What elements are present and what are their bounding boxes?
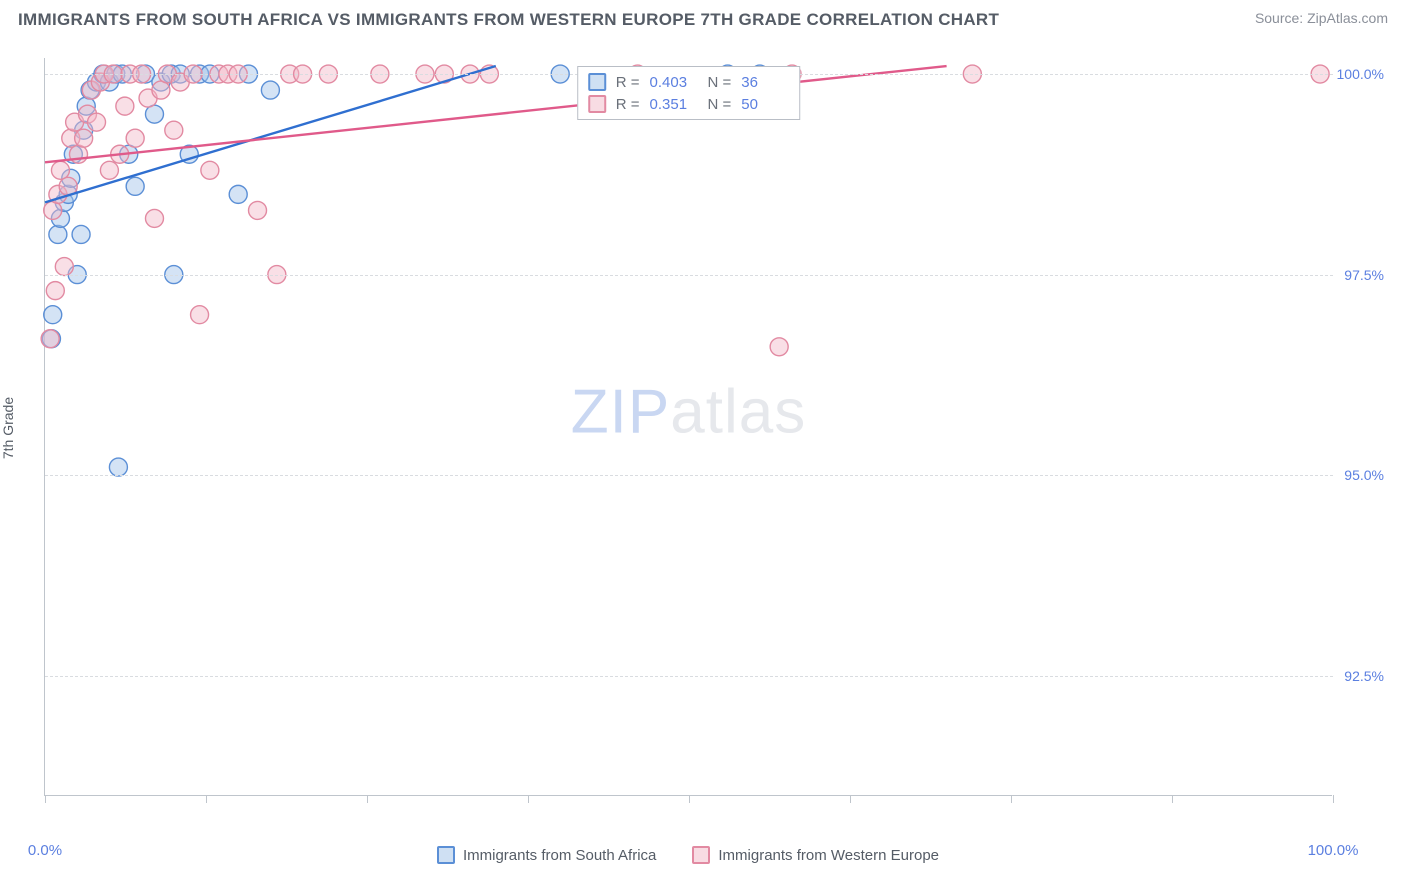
legend-item: Immigrants from Western Europe (692, 846, 939, 864)
data-point (116, 97, 134, 115)
x-tick (1172, 795, 1173, 803)
data-point (770, 338, 788, 356)
x-tick (1011, 795, 1012, 803)
legend-item-label: Immigrants from South Africa (463, 847, 656, 864)
data-point (249, 201, 267, 219)
data-point (152, 81, 170, 99)
legend-item-label: Immigrants from Western Europe (718, 847, 939, 864)
source-attribution: Source: ZipAtlas.com (1255, 10, 1388, 26)
y-tick-label: 95.0% (1334, 467, 1384, 483)
data-point (126, 177, 144, 195)
y-tick-label: 97.5% (1334, 267, 1384, 283)
legend-r-value: 0.403 (650, 74, 698, 91)
legend-item: Immigrants from South Africa (437, 846, 656, 864)
legend-swatch-icon (692, 846, 710, 864)
data-point (44, 201, 62, 219)
x-tick (689, 795, 690, 803)
gridline (45, 475, 1333, 476)
data-point (41, 330, 59, 348)
data-point (55, 258, 73, 276)
data-point (109, 458, 127, 476)
legend-row: R = 0.403 N = 36 (588, 71, 790, 93)
x-tick (367, 795, 368, 803)
legend-row: R = 0.351 N = 50 (588, 93, 790, 115)
series-legend: Immigrants from South Africa Immigrants f… (44, 846, 1332, 864)
x-tick (45, 795, 46, 803)
legend-r-label: R = (616, 96, 640, 113)
y-tick-label: 100.0% (1334, 66, 1384, 82)
data-point (145, 209, 163, 227)
legend-swatch-icon (588, 73, 606, 91)
data-point (165, 121, 183, 139)
legend-n-value: 36 (741, 74, 789, 91)
data-point (100, 161, 118, 179)
x-tick (850, 795, 851, 803)
legend-n-label: N = (708, 74, 732, 91)
data-point (191, 306, 209, 324)
legend-swatch-icon (437, 846, 455, 864)
chart-svg (45, 58, 1333, 796)
x-tick (528, 795, 529, 803)
chart-title: IMMIGRANTS FROM SOUTH AFRICA VS IMMIGRAN… (18, 10, 999, 30)
legend-r-label: R = (616, 74, 640, 91)
correlation-legend: R = 0.403 N = 36 R = 0.351 N = 50 (577, 66, 801, 120)
data-point (51, 161, 69, 179)
data-point (49, 225, 67, 243)
legend-r-value: 0.351 (650, 96, 698, 113)
chart-container: ZIPatlas R =0.403N =36R =0.351N =50 92.5… (44, 58, 1384, 796)
y-tick-label: 92.5% (1334, 668, 1384, 684)
data-point (201, 161, 219, 179)
plot-area: ZIPatlas R =0.403N =36R =0.351N =50 92.5… (44, 58, 1332, 796)
legend-swatch-icon (588, 95, 606, 113)
x-tick (206, 795, 207, 803)
data-point (46, 282, 64, 300)
data-point (72, 225, 90, 243)
data-point (145, 105, 163, 123)
y-axis-label: 7th Grade (0, 397, 16, 459)
gridline (45, 676, 1333, 677)
data-point (44, 306, 62, 324)
data-point (126, 129, 144, 147)
data-point (88, 113, 106, 131)
data-point (229, 185, 247, 203)
data-point (261, 81, 279, 99)
x-tick (1333, 795, 1334, 803)
legend-n-value: 50 (741, 96, 789, 113)
legend-n-label: N = (708, 96, 732, 113)
gridline (45, 275, 1333, 276)
data-point (75, 129, 93, 147)
